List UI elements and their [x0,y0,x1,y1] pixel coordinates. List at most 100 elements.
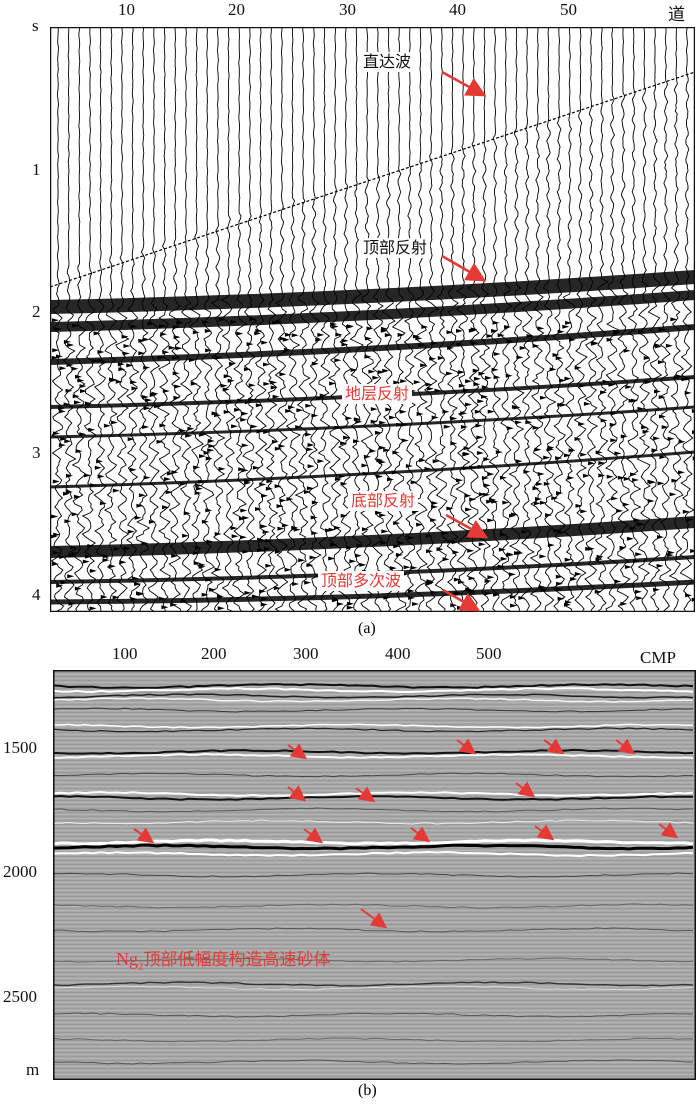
wiggle-fill [405,464,413,468]
wiggle-fill [415,336,423,341]
wiggle-fill [407,589,415,593]
wiggle-fill [179,428,187,433]
wiggle-fill [65,489,73,494]
wiggle-fill [195,483,203,488]
wiggle-fill [228,361,236,366]
wiggle-fill [143,406,151,411]
arrow-icon [441,70,487,97]
wiggle-fill [159,324,167,329]
seismic-trace [594,27,609,612]
wiggle-fill [608,382,616,387]
wiggle-fill [80,389,87,394]
wiggle-fill [305,403,313,408]
wiggle-fill [685,593,693,598]
wiggle-fill [240,535,247,540]
wiggle-fill [665,343,673,348]
wiggle-fill [491,328,498,333]
wiggle-fill [393,521,401,526]
direct-wave-event [50,71,695,288]
wiggle-fill [574,572,582,576]
wiggle-fill [307,443,315,447]
wiggle-fill [176,320,184,325]
wiggle-fill [201,519,209,524]
wiggle-fill [205,508,213,513]
wiggle-fill [136,591,143,596]
wiggle-fill [89,606,97,611]
seismic-trace [636,27,652,612]
reflection-band [50,579,695,605]
wiggle-fill [381,529,389,534]
wiggle-fill [157,355,165,360]
wiggle-fill [274,446,282,451]
wiggle-fill [400,379,408,384]
wiggle-fill [559,378,567,383]
wiggle-fill [380,540,388,545]
wiggle-fill [59,555,67,559]
wiggle-fill [189,358,196,362]
wiggle-fill [653,436,661,441]
reflection-band [50,405,695,439]
wiggle-fill [66,473,73,478]
wiggle-fill [275,319,283,324]
wiggle-fill [257,548,264,553]
wiggle-fill [346,605,354,610]
wiggle-fill [192,330,200,335]
arrow-icon [615,738,636,755]
wiggle-fill [66,363,74,367]
wiggle-fill [63,339,71,344]
wiggle-fill [547,543,555,548]
seismic-trace [520,27,535,612]
wiggle-fill [330,322,338,327]
wiggle-fill [347,601,355,606]
wiggle-fill [220,383,228,388]
wiggle-fill [375,430,382,435]
wiggle-fill [382,368,390,373]
wiggle-fill [92,358,100,363]
wiggle-fill [282,337,290,342]
arrow-icon [445,513,489,539]
wiggle-fill [359,562,367,567]
wiggle-fill [410,480,418,485]
wiggle-fill [187,426,195,431]
wiggle-fill [364,354,372,359]
wiggle-fill [52,479,60,484]
wiggle-fill [145,398,153,403]
wiggle-fill [410,565,418,570]
wiggle-fill [497,564,505,569]
wiggle-fill [471,341,479,346]
wiggle-fill [485,375,492,380]
wiggle-fill [399,409,407,414]
wiggle-fill [117,362,125,367]
strata-reflection-label: 地层反射 [342,384,413,404]
wiggle-fill [90,483,98,488]
wiggle-fill [397,332,405,337]
ng-subscript: 2 [138,960,144,973]
wiggle-fill [231,424,239,429]
wiggle-fill [555,587,563,592]
wiggle-fill [185,433,193,438]
wiggle-fill [425,382,433,387]
wiggle-fill [442,409,450,414]
wiggle-fill [249,317,257,322]
wiggle-fill [606,337,614,342]
wiggle-fill [346,545,354,550]
wiggle-fill [74,400,81,405]
wiggle-fill [160,332,168,337]
wiggle-fill [533,501,541,506]
seismic-traces [50,27,695,612]
horizon-line [53,927,693,933]
wiggle-fill [569,337,576,342]
wiggle-fill [654,343,661,348]
wiggle-fill [231,534,239,539]
wiggle-fill [162,389,170,393]
wiggle-fill [340,481,348,486]
wiggle-fill [216,594,224,599]
wiggle-fill [443,424,451,429]
wiggle-fill [486,334,494,338]
wiggle-fill [582,473,590,478]
wiggle-fill [393,544,401,549]
wiggle-fill [681,377,689,382]
wiggle-fill [333,525,341,530]
wiggle-fill [397,541,405,545]
wiggle-fill [583,401,591,406]
